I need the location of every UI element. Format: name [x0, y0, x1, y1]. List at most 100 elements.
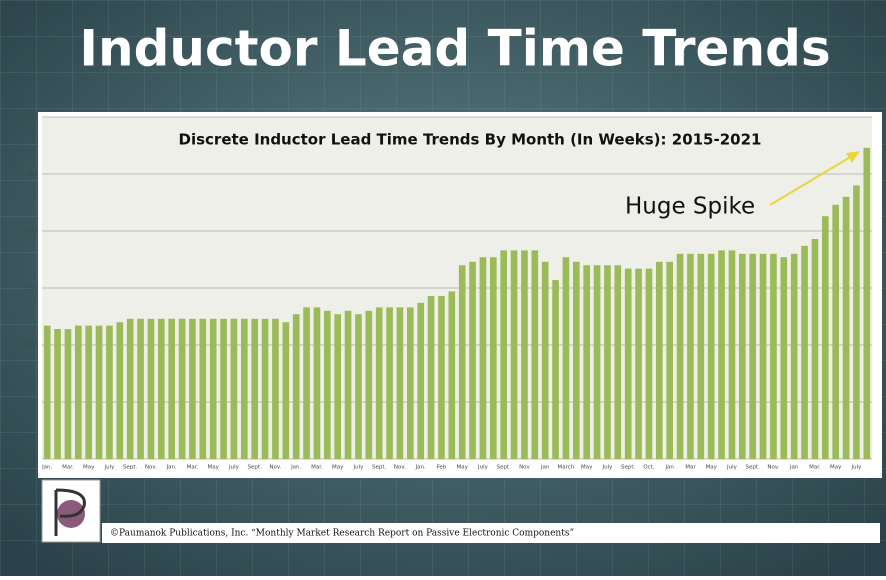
bar: [811, 238, 819, 459]
bar: [313, 307, 321, 459]
bar: [510, 250, 518, 459]
bar: [583, 265, 591, 459]
x-tick-label: Oct.: [643, 465, 655, 471]
bar: [355, 314, 362, 459]
annotation-arrow: [769, 155, 853, 206]
x-tick-label: Jan.: [415, 465, 426, 471]
bar: [334, 314, 342, 459]
bar: [666, 261, 674, 459]
y-tick-label: 0.0: [29, 457, 38, 463]
y-tick-label: 5.0: [29, 400, 38, 406]
bar: [500, 250, 508, 459]
bar: [489, 257, 497, 459]
x-tick-label: Jan: [540, 465, 550, 471]
bar: [853, 185, 860, 459]
x-tick-label: Nov.: [269, 465, 281, 471]
bar: [386, 307, 393, 459]
bar: [562, 257, 570, 459]
bar: [147, 318, 155, 459]
bar: [199, 318, 207, 459]
bar: [448, 291, 456, 459]
bar: [261, 318, 269, 459]
bar: [697, 253, 705, 459]
x-tick-label: May: [332, 465, 344, 471]
x-tick-label: July: [850, 465, 862, 471]
bar: [95, 325, 103, 459]
x-tick-label: Mar.: [62, 465, 74, 471]
y-tick-label: 15.0: [26, 286, 39, 292]
bar: [396, 307, 404, 459]
bar: [344, 310, 352, 459]
y-tick-label: 25.0: [26, 172, 39, 178]
bar: [272, 318, 279, 459]
bar: [759, 253, 767, 459]
bar: [189, 318, 196, 459]
bar: [718, 250, 725, 459]
footer-text: ©Paumanok Publications, Inc. “Monthly Ma…: [110, 528, 574, 539]
y-tick-label: 10.0: [26, 343, 39, 349]
x-tick-label: May: [457, 465, 469, 471]
x-tick-label: Sept.: [621, 465, 636, 471]
x-tick-label: July: [228, 465, 240, 471]
x-tick-label: July: [103, 465, 115, 471]
bar: [64, 329, 72, 459]
bar: [230, 318, 238, 459]
bar: [676, 253, 684, 459]
x-tick-label: Sept.: [746, 465, 761, 471]
x-tick-label: Sept.: [372, 465, 387, 471]
slide-title: Inductor Lead Time Trends: [79, 20, 830, 78]
bar: [521, 250, 528, 459]
bar: [770, 253, 777, 459]
bar: [85, 325, 93, 459]
annotation: Huge Spike: [625, 194, 755, 220]
x-tick-label: Mar.: [187, 465, 199, 471]
bar: [365, 310, 373, 459]
logo-grapes: [57, 500, 85, 528]
bar: [614, 265, 622, 459]
logo-letter: [54, 488, 86, 536]
x-tick-label: May: [706, 465, 718, 471]
bar: [458, 265, 466, 459]
y-tick-label: 30.0: [26, 115, 39, 121]
x-tick-label: July: [352, 465, 364, 471]
x-tick-label: Mar.: [311, 465, 323, 471]
bar: [479, 257, 487, 459]
footer-box: [102, 523, 880, 543]
bar: [801, 245, 808, 459]
bar: [541, 261, 549, 459]
bar: [469, 261, 476, 459]
bar: [707, 253, 715, 459]
bar: [749, 253, 757, 459]
bar: [427, 295, 435, 459]
bar: [137, 318, 144, 459]
chart-title: Discrete Inductor Lead Time Trends By Mo…: [179, 131, 762, 149]
y-tick-label: 20.0: [26, 229, 39, 235]
x-tick-label: Mar: [685, 465, 696, 471]
bar: [687, 253, 694, 459]
bar: [655, 261, 663, 459]
bar: [406, 307, 414, 459]
x-tick-label: May: [830, 465, 842, 471]
x-tick-label: Nov.: [145, 465, 157, 471]
bar: [531, 250, 539, 459]
bar: [417, 302, 425, 459]
bar: [157, 318, 165, 459]
x-tick-label: March: [558, 465, 575, 471]
bar: [54, 329, 61, 459]
x-tick-label: Jan: [664, 465, 674, 471]
x-tick-label: Nov.: [394, 465, 406, 471]
x-tick-label: May: [83, 465, 95, 471]
x-tick-label: Nov: [519, 465, 530, 471]
x-tick-label: May: [208, 465, 220, 471]
bar: [863, 147, 871, 459]
bar: [604, 265, 611, 459]
x-tick-label: Nov.: [767, 465, 779, 471]
x-tick-label: Sept.: [497, 465, 512, 471]
bar: [645, 268, 653, 459]
x-tick-label: Feb: [437, 465, 447, 471]
bar: [375, 307, 383, 459]
x-tick-label: Jan.: [290, 465, 301, 471]
bar: [126, 318, 134, 459]
x-tick-label: July: [601, 465, 613, 471]
